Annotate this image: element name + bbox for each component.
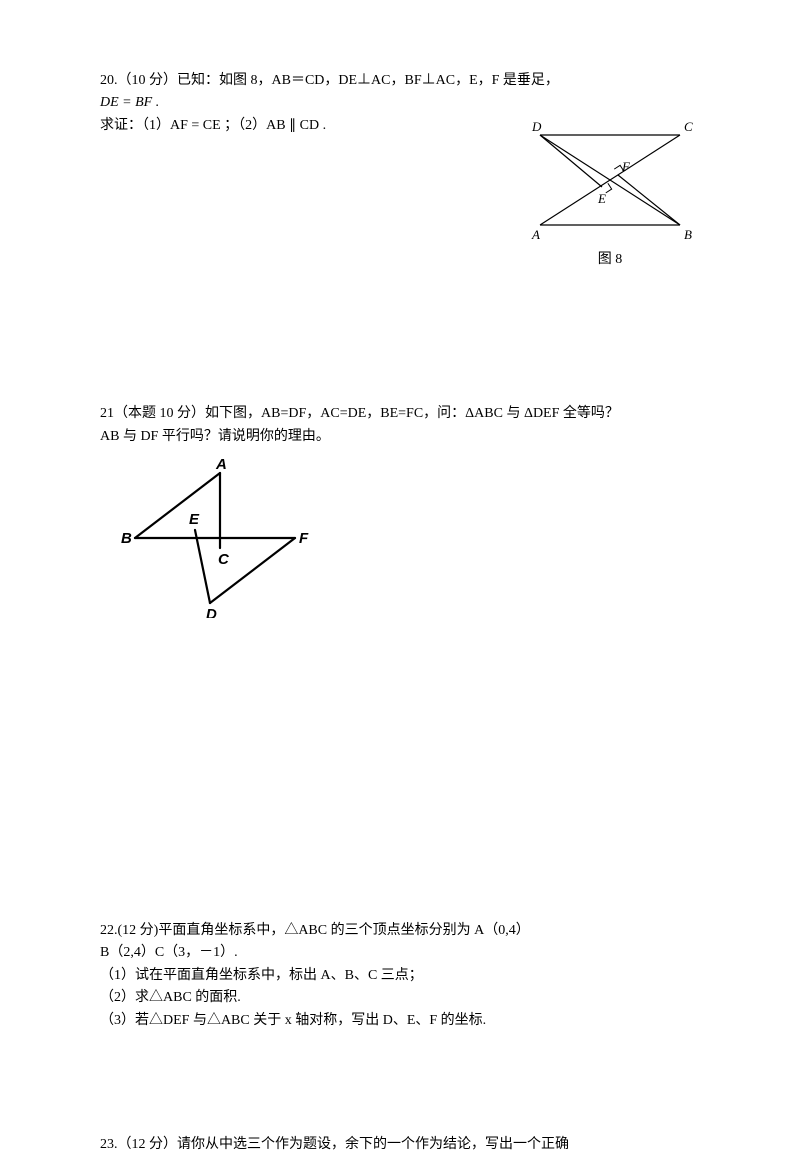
p21-line1: 21（本题 10 分）如下图，AB=DF，AC=DE，BE=FC，问：ΔABC … <box>100 403 700 425</box>
svg-text:D: D <box>206 606 217 618</box>
svg-text:D: D <box>531 119 542 134</box>
spacer-1 <box>100 293 700 403</box>
p20-line1: 20.（10 分）已知：如图 8，AB＝CD，DE⊥AC，BF⊥AC，E，F 是… <box>100 70 700 92</box>
p21-figure-wrap: A B C D E F <box>120 458 700 618</box>
p20-line3: 求证：（1）AF = CE ；（2）AB ∥ CD . <box>100 115 500 137</box>
p21-line2: AB 与 DF 平行吗？请说明你的理由。 <box>100 426 700 448</box>
figure-20: A B C D E F <box>520 115 700 245</box>
svg-text:B: B <box>121 530 132 547</box>
svg-text:F: F <box>621 159 631 174</box>
svg-text:F: F <box>299 530 309 547</box>
svg-text:C: C <box>218 551 230 568</box>
p22-line3: （1）试在平面直角坐标系中，标出 A、B、C 三点； <box>100 965 700 987</box>
p20-line2: DE = BF . <box>100 92 700 114</box>
p22-line5: （3）若△DEF 与△ABC 关于 x 轴对称，写出 D、E、F 的坐标. <box>100 1010 700 1032</box>
p20-figure-col: A B C D E F 图 8 <box>520 115 700 271</box>
p20-text: 求证：（1）AF = CE ；（2）AB ∥ CD . <box>100 115 500 137</box>
problem-20: 20.（10 分）已知：如图 8，AB＝CD，DE⊥AC，BF⊥AC，E，F 是… <box>100 70 700 271</box>
svg-text:C: C <box>684 119 693 134</box>
spacer-2 <box>100 640 700 920</box>
p22-line2: B（2,4）C（3，－1）. <box>100 942 700 964</box>
figure-20-caption: 图 8 <box>520 249 700 271</box>
figure-21: A B C D E F <box>120 458 320 618</box>
svg-text:A: A <box>531 227 540 242</box>
problem-22: 22.(12 分)平面直角坐标系中，△ABC 的三个顶点坐标分别为 A（0,4）… <box>100 920 700 1032</box>
p22-line4: （2）求△ABC 的面积. <box>100 987 700 1009</box>
svg-text:B: B <box>684 227 692 242</box>
spacer-3 <box>100 1054 700 1134</box>
svg-text:E: E <box>189 511 200 528</box>
p20-row: 求证：（1）AF = CE ；（2）AB ∥ CD . A B C D E F 图 8 <box>100 115 700 271</box>
svg-text:E: E <box>597 191 606 206</box>
page: 20.（10 分）已知：如图 8，AB＝CD，DE⊥AC，BF⊥AC，E，F 是… <box>0 0 800 1156</box>
problem-23: 23.（12 分）请你从中选三个作为题设，余下的一个作为结论，写出一个正确 <box>100 1134 700 1156</box>
problem-21: 21（本题 10 分）如下图，AB=DF，AC=DE，BE=FC，问：ΔABC … <box>100 403 700 618</box>
svg-text:A: A <box>215 458 227 473</box>
p23-line1: 23.（12 分）请你从中选三个作为题设，余下的一个作为结论，写出一个正确 <box>100 1134 700 1156</box>
p22-line1: 22.(12 分)平面直角坐标系中，△ABC 的三个顶点坐标分别为 A（0,4） <box>100 920 700 942</box>
